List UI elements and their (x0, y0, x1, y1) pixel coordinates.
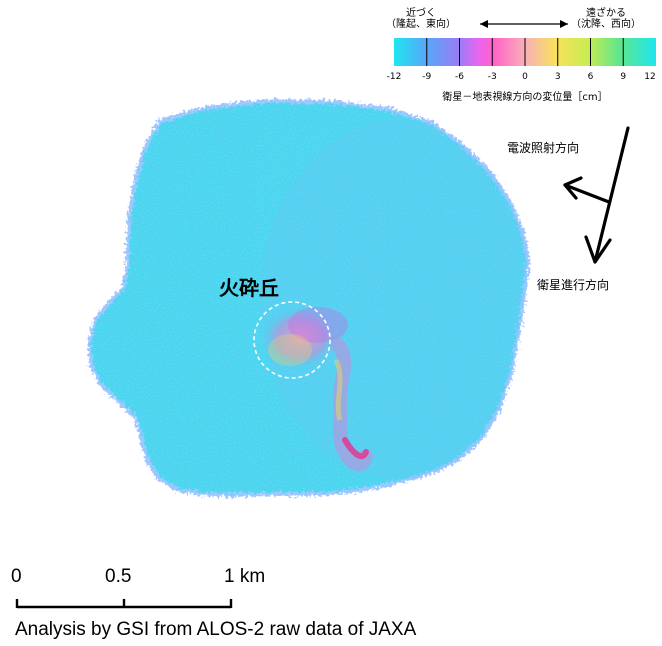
pyroclastic-cone-label: 火砕丘 (219, 276, 279, 300)
radar-direction-label: 電波照射方向 (507, 141, 580, 155)
legend-away-text: 遠ざかる (586, 8, 626, 19)
flight-arrow-shaft (593, 126, 630, 264)
legend-tick: 12 (644, 72, 656, 82)
legend-tick: -6 (455, 72, 464, 82)
legend-tick: 6 (587, 72, 594, 82)
direction-arrows (563, 126, 630, 264)
flight-arrow-head (584, 235, 612, 264)
legend-tick: 3 (554, 72, 561, 82)
legend-toward-sub: （隆起、東向） (386, 19, 456, 30)
scale-label-end: 1 km (224, 566, 266, 587)
satellite-direction-label: 衛星進行方向 (537, 278, 610, 292)
legend-toward-label: 近づく （隆起、東向） (386, 8, 456, 30)
legend-tick: -3 (487, 72, 497, 82)
scale-label-mid: 0.5 (105, 566, 132, 587)
scale-bar (15, 599, 233, 609)
legend-tick: -9 (422, 72, 432, 82)
credit-text: Analysis by GSI from ALOS-2 raw data of … (15, 619, 417, 640)
radar-arrow-head (563, 176, 583, 200)
pyroclastic-cone-circle (253, 301, 331, 379)
color-legend (394, 20, 656, 66)
legend-toward-text: 近づく (406, 8, 436, 19)
legend-away-label: 遠ざかる （沈降、西向） (564, 8, 648, 30)
legend-tick: 9 (620, 72, 627, 82)
radar-arrow-shaft (563, 183, 611, 204)
scale-label-0: 0 (11, 566, 22, 587)
legend-tick: -12 (386, 72, 402, 82)
legend-title: 衛星－地表視線方向の変位量［cm］ (442, 92, 608, 103)
legend-tick: 0 (522, 72, 528, 82)
legend-away-sub: （沈降、西向） (571, 19, 641, 30)
